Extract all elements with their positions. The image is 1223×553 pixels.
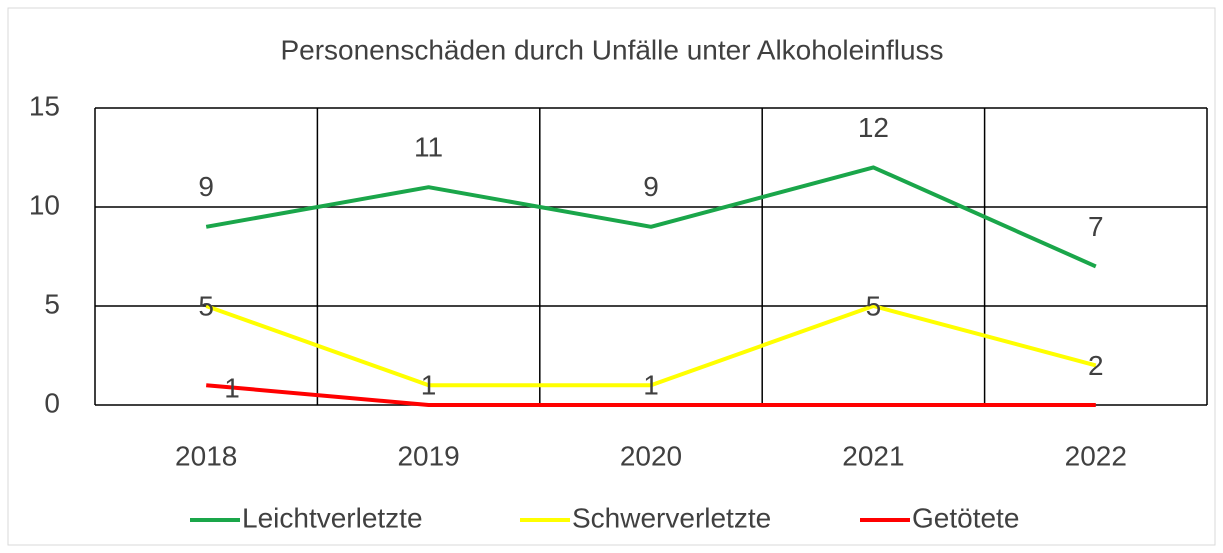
data-label: 12: [858, 112, 889, 143]
x-tick-label: 2020: [620, 440, 682, 471]
data-label: 1: [421, 370, 437, 401]
chart-title: Personenschäden durch Unfälle unter Alko…: [280, 34, 943, 65]
series-line: [205, 165, 1097, 269]
x-tick-label: 2022: [1065, 440, 1127, 471]
legend-label: Schwerverletzte: [572, 502, 771, 533]
series-line: [206, 383, 1096, 407]
x-tick-label: 2019: [397, 440, 459, 471]
data-label: 9: [643, 171, 659, 202]
data-label: 5: [198, 290, 214, 321]
data-label: 9: [198, 171, 214, 202]
series-line: [205, 304, 1097, 388]
chart-border: [7, 7, 1216, 546]
y-tick-label: 10: [29, 189, 60, 220]
y-tick-label: 0: [44, 387, 60, 418]
data-label: 11: [414, 132, 443, 163]
data-label: 1: [224, 373, 240, 404]
data-label: 5: [866, 290, 882, 321]
data-label: 1: [643, 370, 659, 401]
legend-label: Leichtverletzte: [242, 502, 423, 533]
data-label: 7: [1088, 211, 1104, 242]
x-tick-label: 2021: [842, 440, 904, 471]
y-tick-label: 15: [29, 90, 60, 121]
data-label: 2: [1088, 350, 1104, 381]
y-tick-label: 5: [44, 288, 60, 319]
legend-label: Getötete: [912, 502, 1019, 533]
x-tick-label: 2018: [175, 440, 237, 471]
